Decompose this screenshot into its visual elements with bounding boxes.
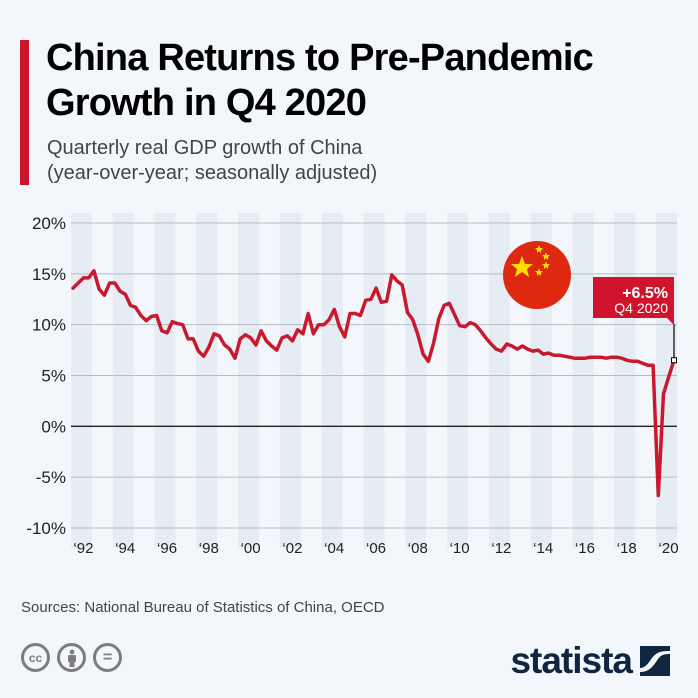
source-note: Sources: National Bureau of Statistics o…	[21, 599, 385, 616]
x-axis-labels: ‘92 ‘94 ‘96 ‘98 ‘00 ‘02 ‘04 ‘06 ‘08 ‘10 ‘12 ‘14 ‘16 ‘…	[73, 540, 678, 557]
x-tick-label: ‘94	[115, 540, 135, 557]
x-tick-label: ‘04	[324, 540, 344, 557]
y-tick-label: 15%	[32, 265, 66, 284]
flag-small-star	[535, 245, 543, 253]
year-band	[363, 213, 385, 548]
gdp-growth-line	[71, 269, 676, 498]
y-tick-label: 10%	[32, 316, 66, 335]
gridlines	[71, 222, 677, 529]
x-tick-label: ‘98	[199, 540, 219, 557]
year-band	[196, 213, 218, 548]
chart-title: China Returns to Pre-Pandemic Growth in …	[46, 37, 594, 124]
flag-small-star	[535, 268, 543, 276]
annotation-box	[593, 277, 674, 325]
y-tick-label: -5%	[36, 468, 66, 487]
annotation-value: +6.5%	[622, 285, 668, 302]
x-tick-label: ‘96	[157, 540, 177, 557]
x-tick-label: ‘02	[282, 540, 302, 557]
chart-subtitle: Quarterly real GDP growth of China (year…	[47, 136, 667, 186]
title-accent-bar	[20, 40, 29, 185]
year-band	[321, 213, 343, 548]
line-chart: 20%15%10%5%0%-5%-10% ‘92 ‘94 ‘96 ‘98 ‘00 ‘02 ‘…	[26, 213, 679, 557]
y-tick-label: 0%	[41, 417, 66, 436]
y-axis-labels: 20% 15% 10% 5% 0% -5% -10%	[26, 214, 66, 538]
year-band	[614, 213, 636, 548]
year-band	[279, 213, 301, 548]
logo-text: statista	[510, 640, 633, 681]
by-attribution-icon[interactable]	[57, 643, 86, 672]
x-tick-label: ‘08	[408, 540, 428, 557]
y-tick-label: -10%	[26, 519, 66, 538]
year-band	[112, 213, 134, 548]
x-tick-label: ‘12	[491, 540, 511, 557]
year-band	[154, 213, 176, 548]
flag-small-star	[542, 261, 550, 269]
year-band	[572, 213, 594, 548]
annotation-marker	[671, 357, 677, 364]
x-tick-label: ‘06	[366, 540, 386, 557]
x-tick-label: ‘18	[617, 540, 637, 557]
x-tick-label: ‘00	[241, 540, 261, 557]
y-tick-label: 5%	[41, 367, 66, 386]
license-icons: cc =	[21, 643, 122, 672]
cc-icon[interactable]: cc	[21, 643, 50, 672]
y-tick-label: 20%	[32, 214, 66, 233]
statista-logo-icon	[640, 646, 670, 676]
flag-big-star	[511, 256, 533, 277]
year-band	[405, 213, 427, 548]
no-derivatives-icon[interactable]: =	[93, 643, 122, 672]
x-tick-label: ‘20	[659, 540, 679, 557]
x-tick-label: ‘92	[73, 540, 93, 557]
x-tick-label: ‘14	[533, 540, 553, 557]
annotation-callout: +6.5% Q4 2020	[593, 277, 677, 364]
china-flag-icon	[503, 241, 571, 309]
x-tick-label: ‘16	[575, 540, 595, 557]
year-bands	[71, 213, 677, 548]
annotation-period: Q4 2020	[614, 300, 668, 316]
x-tick-label: ‘10	[450, 540, 470, 557]
year-band	[488, 213, 510, 548]
subtitle-line-2: (year-over-year; seasonally adjusted)	[47, 162, 378, 184]
year-band	[71, 213, 92, 548]
subtitle-line-1: Quarterly real GDP growth of China	[47, 137, 363, 159]
flag-small-star	[542, 252, 550, 260]
statista-logo[interactable]: statista	[510, 641, 670, 681]
year-band	[447, 213, 469, 548]
year-band	[238, 213, 260, 548]
